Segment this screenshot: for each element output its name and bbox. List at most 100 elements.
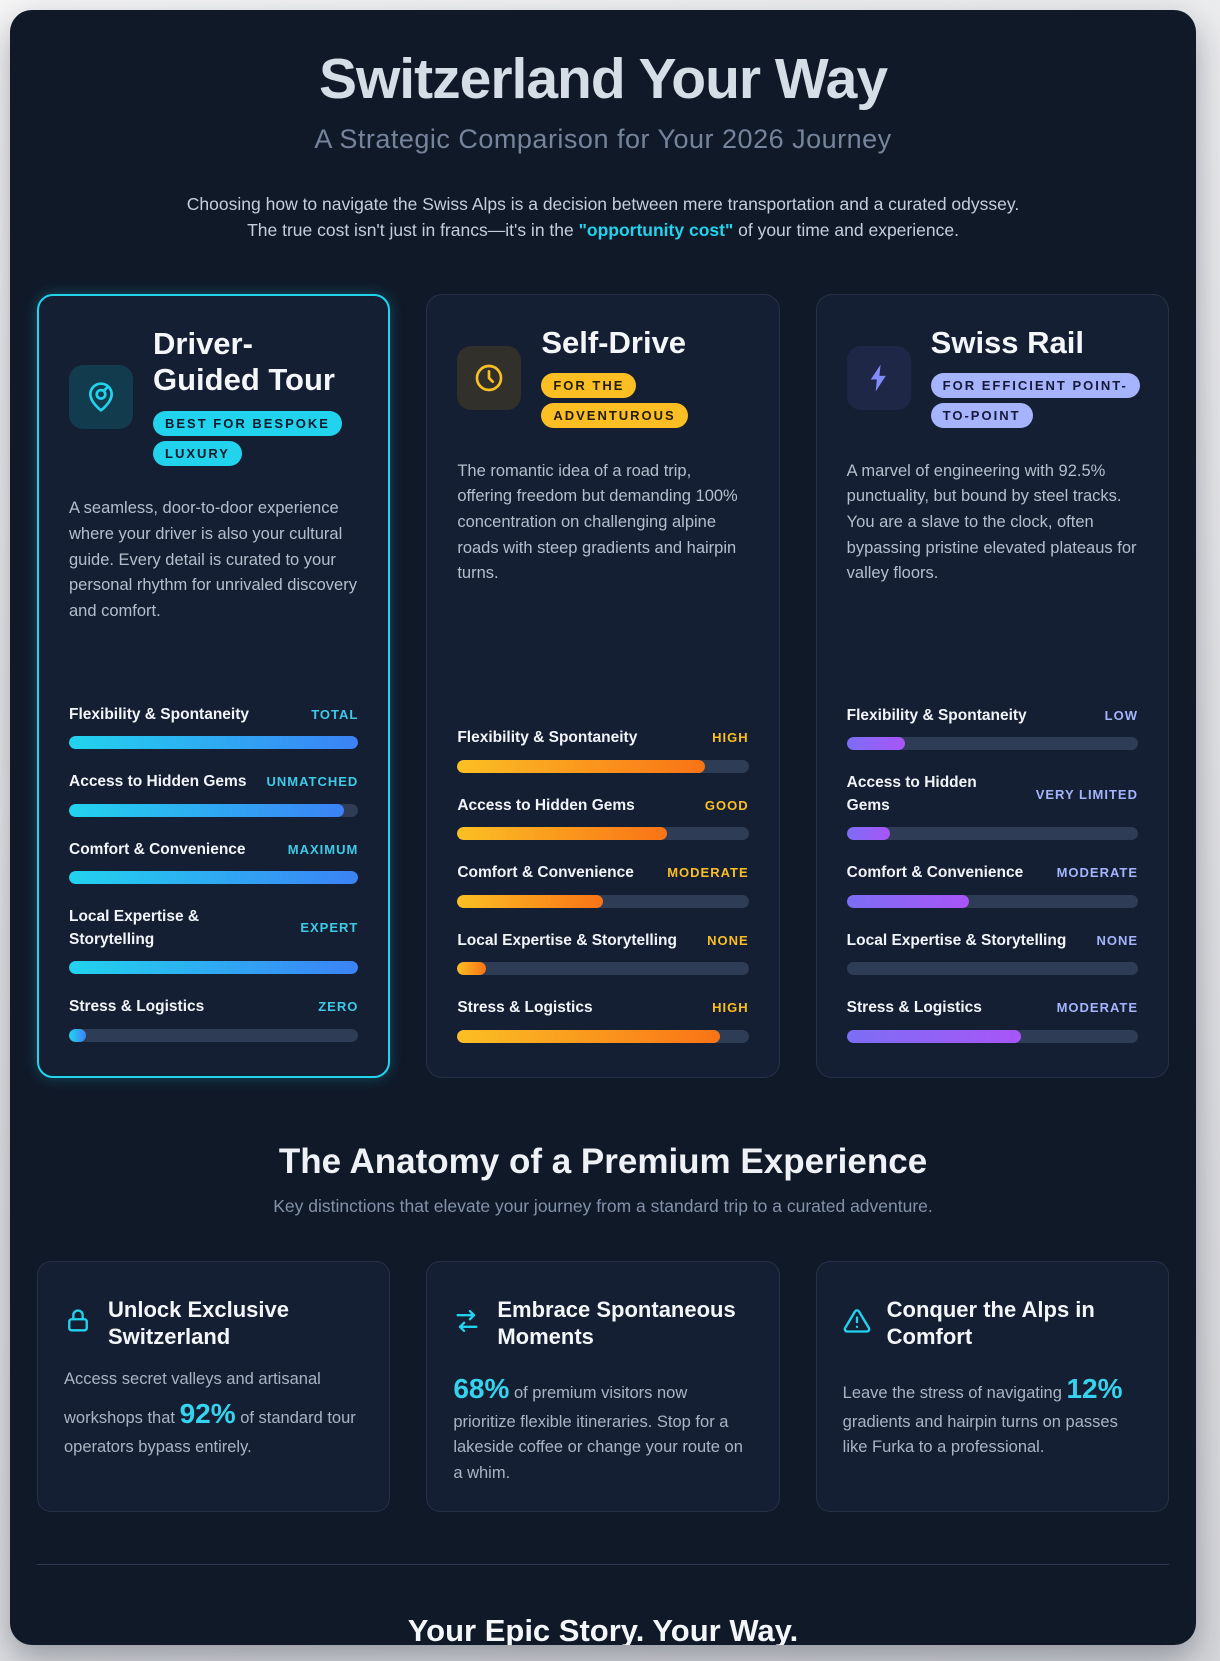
warning-triangle-icon: [843, 1307, 871, 1340]
metric-row: Flexibility & Spontaneity HIGH: [457, 727, 749, 773]
metric-track: [457, 827, 749, 841]
metrics-list: Flexibility & Spontaneity HIGH Access to…: [457, 727, 749, 1046]
intro-paragraph: Choosing how to navigate the Swiss Alps …: [176, 191, 1031, 244]
option-badge: FOR THE ADVENTUROUS: [541, 373, 688, 428]
stat-value: 68%: [453, 1372, 510, 1404]
anatomy-card-title: Embrace Spontaneous Moments: [497, 1296, 736, 1350]
anatomy-text-after: of premium visitors now prioritize flexi…: [453, 1383, 743, 1483]
metric-label: Stress & Logistics: [846, 999, 982, 1017]
metric-row: Access to Hidden Gems UNMATCHED: [69, 771, 359, 817]
metric-row: Comfort & Convenience MODERATE: [846, 862, 1138, 908]
anatomy-grid: Unlock Exclusive Switzerland Access secr…: [37, 1260, 1169, 1512]
option-description: The romantic idea of a road trip, offeri…: [457, 461, 738, 583]
option-card-driver-guided-tour: Driver-Guided Tour BEST FOR BESPOKE LUXU…: [37, 293, 391, 1078]
metric-row: Comfort & Convenience MODERATE: [457, 862, 749, 908]
metric-track: [457, 1029, 749, 1043]
option-title: Self-Drive: [541, 324, 687, 360]
map-pin-icon: [69, 364, 133, 429]
metric-track: [69, 871, 359, 885]
section-subtitle: Key distinctions that elevate your journ…: [273, 1195, 933, 1216]
metric-label: Access to Hidden Gems: [846, 774, 977, 814]
metric-value: HIGH: [712, 1000, 749, 1016]
metric-value: TOTAL: [311, 706, 359, 722]
metrics-list: Flexibility & Spontaneity LOW Access to …: [846, 705, 1138, 1047]
option-title: Swiss Rail: [930, 324, 1085, 360]
clock-icon: [457, 345, 522, 410]
option-card-header: Self-Drive FOR THE ADVENTUROUS: [457, 325, 748, 431]
metric-value: LOW: [1104, 707, 1138, 723]
metric-value: MODERATE: [1056, 865, 1138, 881]
metric-value: VERY LIMITED: [1035, 786, 1138, 802]
intro-highlight: "opportunity cost": [578, 220, 734, 241]
intro-text-before: Choosing how to navigate the Swiss Alps …: [186, 194, 1020, 241]
metric-fill: [846, 737, 905, 751]
option-card-self-drive: Self-Drive FOR THE ADVENTUROUS The roman…: [426, 293, 780, 1078]
metric-value: GOOD: [704, 797, 749, 813]
option-card-swiss-rail: Swiss Rail FOR EFFICIENT POINT-TO-POINT …: [815, 293, 1169, 1078]
metric-value: MODERATE: [1056, 1000, 1138, 1016]
page-title: Switzerland Your Way: [318, 47, 888, 111]
option-card-header: Driver-Guided Tour BEST FOR BESPOKE LUXU…: [69, 326, 358, 469]
anatomy-text-before: Leave the stress of navigating: [842, 1383, 1067, 1402]
metric-row: Local Expertise & Storytelling EXPERT: [69, 906, 359, 975]
option-badge: FOR EFFICIENT POINT-TO-POINT: [930, 373, 1140, 428]
footer-section: swissepictours.com Your Epic Story. Your…: [37, 1563, 1169, 1645]
metric-track: [69, 961, 359, 975]
option-title: Driver-Guided Tour: [153, 325, 335, 398]
metric-value: NONE: [707, 932, 749, 948]
lock-icon: [64, 1307, 92, 1340]
anatomy-card-text: Leave the stress of navigating 12% gradi…: [843, 1367, 1142, 1462]
poster: Switzerland Your Way A Strategic Compari…: [10, 10, 1196, 1645]
metric-label: Access to Hidden Gems: [457, 796, 635, 814]
metric-row: Flexibility & Spontaneity LOW: [846, 705, 1138, 751]
metric-fill: [846, 827, 891, 841]
metric-track: [457, 894, 749, 908]
anatomy-card-text: Access secret valleys and artisanal work…: [64, 1367, 363, 1462]
metric-label: Flexibility & Spontaneity: [457, 729, 638, 747]
metric-track: [69, 736, 359, 750]
anatomy-card: Unlock Exclusive Switzerland Access secr…: [37, 1260, 391, 1512]
metric-value: MODERATE: [667, 865, 749, 881]
metric-label: Local Expertise & Storytelling: [69, 908, 200, 948]
metric-track: [457, 759, 749, 773]
metric-label: Local Expertise & Storytelling: [846, 931, 1067, 949]
metric-label: Comfort & Convenience: [457, 864, 634, 882]
anatomy-text-before: Access secret valleys and artisanal work…: [64, 1369, 321, 1428]
stat-value: 92%: [179, 1398, 236, 1430]
swap-arrows-icon: [453, 1307, 481, 1340]
hero-section: Switzerland Your Way A Strategic Compari…: [37, 46, 1169, 244]
metrics-list: Flexibility & Spontaneity TOTAL Access t…: [69, 704, 359, 1046]
metric-value: ZERO: [318, 999, 359, 1015]
option-badge: BEST FOR BESPOKE LUXURY: [153, 410, 342, 466]
anatomy-card-title: Unlock Exclusive Switzerland: [108, 1296, 289, 1350]
option-description: A marvel of engineering with 92.5% punct…: [846, 461, 1137, 583]
metric-fill: [457, 894, 603, 908]
options-grid: Driver-Guided Tour BEST FOR BESPOKE LUXU…: [37, 293, 1169, 1078]
metric-label: Comfort & Convenience: [69, 840, 246, 858]
anatomy-card: Embrace Spontaneous Moments 68% of premi…: [426, 1260, 780, 1512]
metric-value: MAXIMUM: [287, 841, 359, 857]
option-card-header: Swiss Rail FOR EFFICIENT POINT-TO-POINT: [846, 324, 1140, 431]
metric-track: [846, 962, 1138, 976]
metric-row: Comfort & Convenience MAXIMUM: [69, 839, 359, 885]
metric-track: [846, 827, 1138, 841]
intro-text-after: of your time and experience.: [733, 220, 959, 241]
metric-label: Flexibility & Spontaneity: [846, 706, 1027, 724]
anatomy-card: Conquer the Alps in Comfort Leave the st…: [815, 1260, 1169, 1512]
metric-label: Flexibility & Spontaneity: [69, 705, 249, 723]
metric-label: Stress & Logistics: [457, 999, 593, 1017]
footer-divider: [37, 1563, 1169, 1565]
metric-value: NONE: [1096, 932, 1138, 948]
metric-fill: [69, 803, 344, 817]
anatomy-text-after: of standard tour operators bypass entire…: [64, 1409, 356, 1457]
metric-fill: [457, 759, 705, 773]
metric-label: Stress & Logistics: [69, 998, 205, 1016]
metric-value: HIGH: [712, 730, 749, 746]
bolt-icon: [846, 345, 911, 410]
metric-track: [846, 894, 1138, 908]
metric-fill: [69, 961, 359, 975]
metric-fill: [457, 827, 668, 841]
anatomy-section: The Anatomy of a Premium Experience Key …: [37, 1142, 1169, 1512]
anatomy-card-text: 68% of premium visitors now prioritize f…: [453, 1367, 752, 1487]
